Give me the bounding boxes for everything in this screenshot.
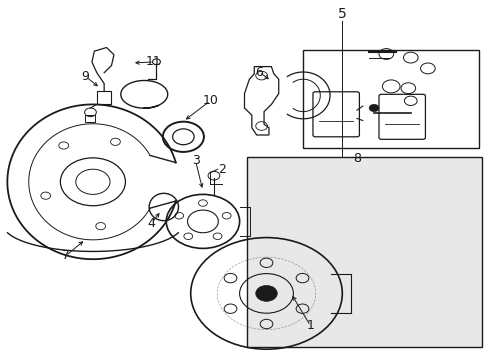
Circle shape xyxy=(368,104,378,112)
Bar xyxy=(84,115,95,122)
Text: 6: 6 xyxy=(255,66,263,78)
Text: 5: 5 xyxy=(337,8,346,21)
Text: 7: 7 xyxy=(62,249,70,262)
Bar xyxy=(97,91,111,104)
Text: 8: 8 xyxy=(352,152,360,165)
Text: 1: 1 xyxy=(306,319,314,332)
Text: 3: 3 xyxy=(191,154,199,167)
Text: 4: 4 xyxy=(147,217,155,230)
Text: 9: 9 xyxy=(81,70,89,83)
Bar xyxy=(303,50,478,148)
Text: 2: 2 xyxy=(218,163,226,176)
Text: 10: 10 xyxy=(202,94,218,107)
Circle shape xyxy=(255,285,277,301)
Bar xyxy=(246,157,481,347)
Text: 11: 11 xyxy=(146,55,162,68)
